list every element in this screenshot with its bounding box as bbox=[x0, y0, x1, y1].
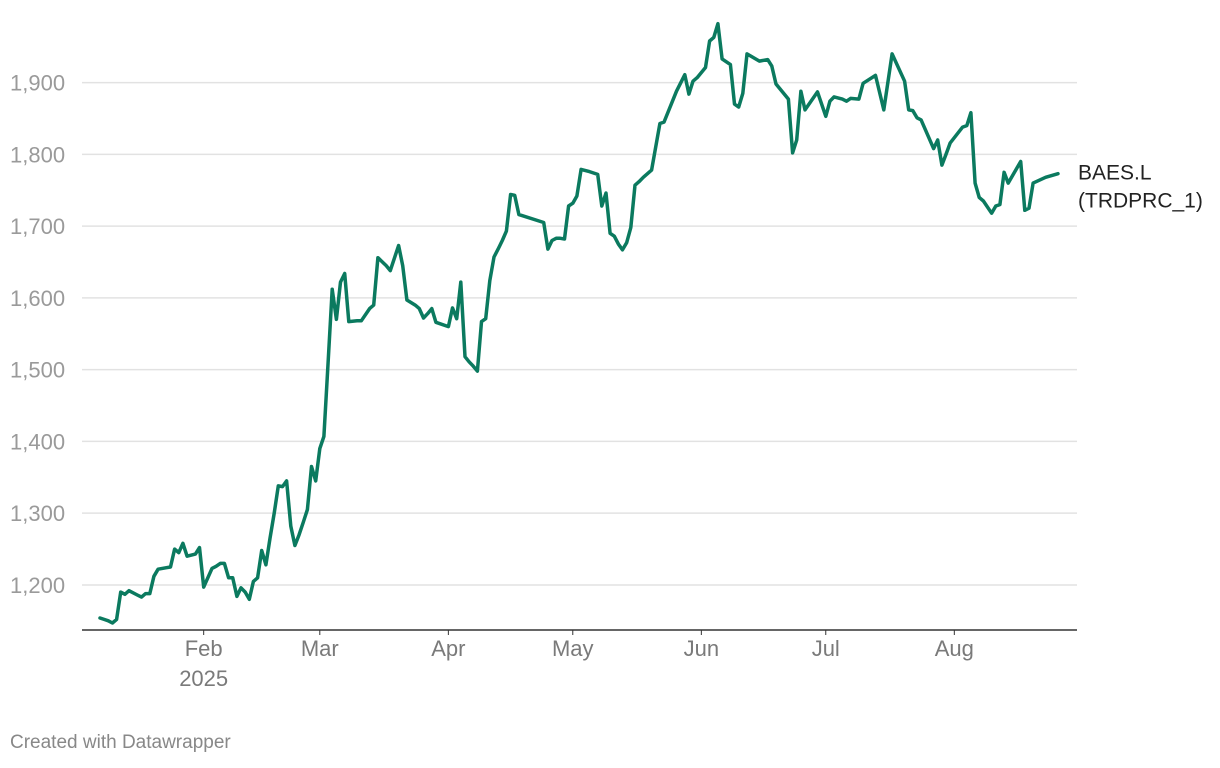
x-tick-year-label: 2025 bbox=[179, 666, 228, 691]
y-tick-label: 1,300 bbox=[10, 501, 65, 526]
x-axis-ticks: Feb 2025 Mar Apr May Jun Jul Aug bbox=[179, 630, 974, 691]
series-line-baes bbox=[100, 24, 1058, 623]
y-tick-label: 1,500 bbox=[10, 358, 65, 383]
grid-lines bbox=[82, 83, 1077, 585]
x-tick-label: Jun bbox=[684, 636, 719, 661]
y-tick-label: 1,700 bbox=[10, 214, 65, 239]
series-label-name: BAES.L bbox=[1078, 162, 1152, 185]
series-label-field: (TRDPRC_1) bbox=[1078, 190, 1203, 213]
y-tick-label: 1,200 bbox=[10, 573, 65, 598]
x-tick-label: Feb bbox=[185, 636, 223, 661]
y-tick-label: 1,900 bbox=[10, 71, 65, 96]
x-tick-label: Aug bbox=[935, 636, 974, 661]
y-tick-label: 1,600 bbox=[10, 286, 65, 311]
x-tick-label: Mar bbox=[301, 636, 339, 661]
x-tick-label: Jul bbox=[812, 636, 840, 661]
x-tick-label: May bbox=[552, 636, 594, 661]
y-tick-label: 1,800 bbox=[10, 142, 65, 167]
y-tick-label: 1,400 bbox=[10, 429, 65, 454]
y-axis-ticks: 1,200 1,300 1,400 1,500 1,600 1,700 1,800 1,900 bbox=[10, 71, 65, 598]
x-tick-label: Apr bbox=[431, 636, 465, 661]
credit-footer: Created with Datawrapper bbox=[10, 732, 231, 754]
